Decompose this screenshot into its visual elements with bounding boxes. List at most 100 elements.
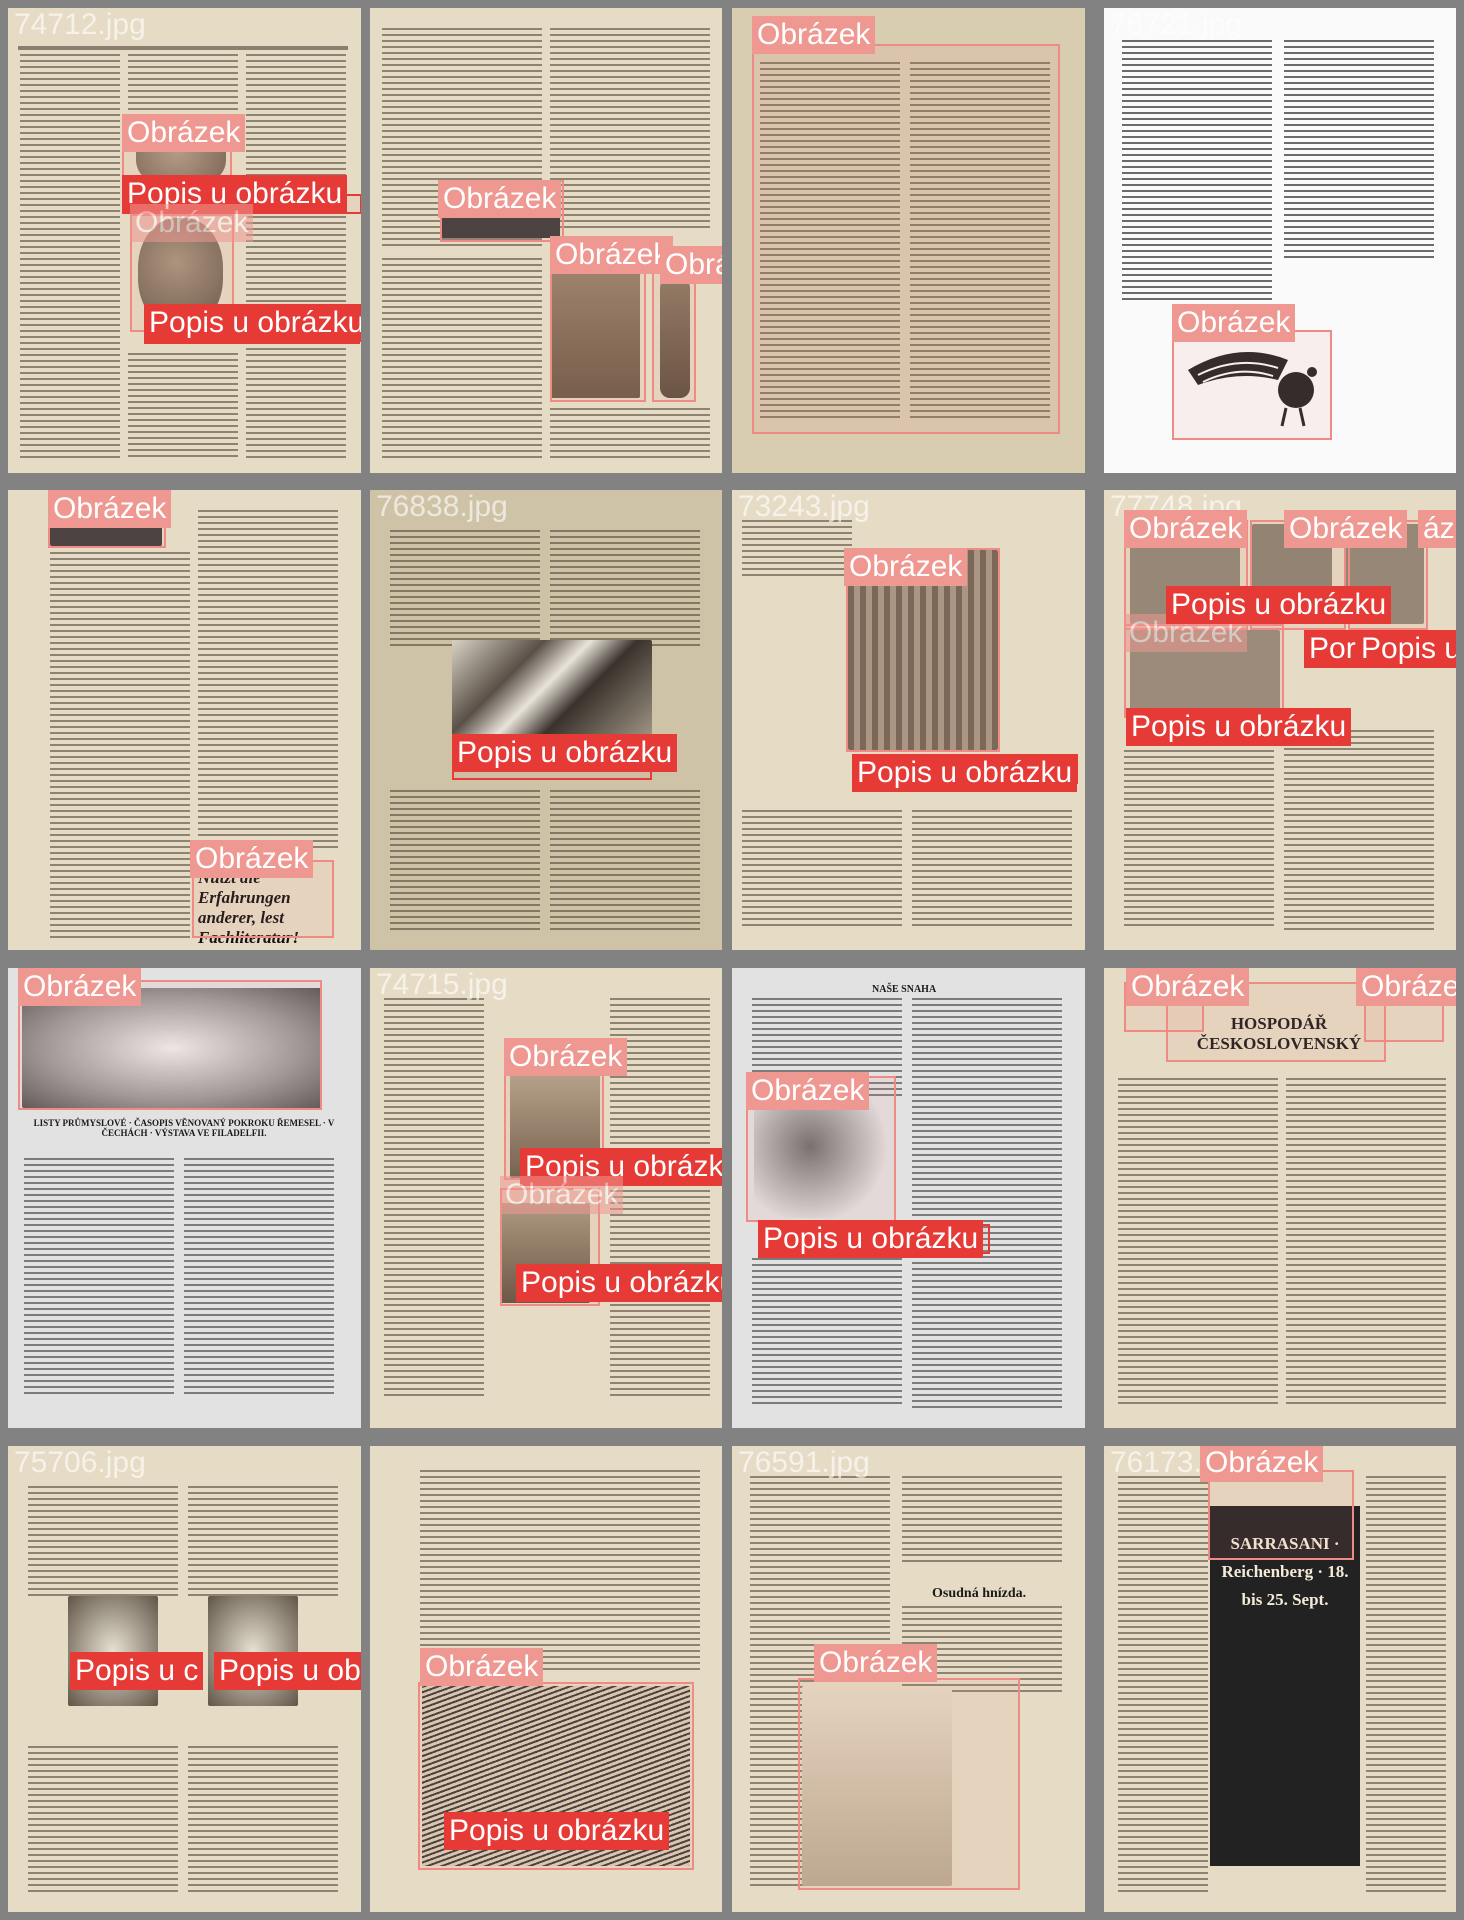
masthead-engraving: [22, 988, 322, 1108]
masthead-title: LISTY PRŮMYSLOVÉ · ČASOPIS VĚNOVANÝ POKR…: [33, 1118, 335, 1138]
plant-sketch: [754, 1098, 894, 1218]
circus-poster: [1210, 1506, 1360, 1866]
image-label: Obrázek: [1124, 510, 1248, 548]
text-column: [420, 1470, 700, 1670]
file-name: 73243.jpg: [738, 490, 870, 523]
thumbnail-tile[interactable]: HOSPODÁŘ ČESKOSLOVENSKÝ Obrázek Obrázek …: [1104, 968, 1456, 1428]
image-region-box: [798, 1678, 1020, 1890]
caption-label: Popis u obrázku: [516, 1264, 722, 1302]
thumbnail-tile[interactable]: 73243.jpg Obrázek Popis u obrázku: [732, 490, 1085, 950]
image-label: Obrázek: [1200, 1446, 1324, 1482]
caption-label: Popis u obrázku: [144, 304, 361, 342]
article-title: Osudná hnízda.: [932, 1586, 1027, 1601]
text-column: [28, 1486, 178, 1596]
text-column: [1122, 40, 1272, 300]
image-label: Obrázek: [500, 1176, 624, 1214]
image-label: Obrázek: [1284, 510, 1408, 548]
caption-label: Popis u obrázku: [214, 1652, 361, 1690]
text-column: [1118, 1476, 1208, 1896]
caption-label: Popis u obrázku: [1126, 708, 1352, 746]
masthead-title: HOSPODÁŘ ČESKOSLOVENSKÝ: [1196, 1014, 1362, 1053]
image-region-box: [1208, 1470, 1354, 1560]
image-label: Obrázek: [660, 246, 722, 284]
thumbnail-tile[interactable]: NAŠE SNAHA Obrázek Popis u obrázku: [732, 968, 1085, 1428]
masthead-strip: [50, 524, 162, 546]
image-label: Obrázek: [844, 548, 968, 586]
image-label: Obrázek: [752, 16, 876, 54]
text-column: [550, 28, 710, 228]
text-column: [198, 510, 338, 850]
text-column: [50, 552, 190, 942]
image-region-box: [1166, 982, 1386, 1062]
thumbnail-tile[interactable]: Obrázek Obrázek Obrázek: [370, 8, 722, 473]
image-label: Obrázek: [48, 490, 172, 528]
image-region-box: [1172, 330, 1332, 440]
image-label: Obrázek: [190, 840, 314, 878]
text-column: [1366, 1476, 1446, 1896]
image-label: Obrázek: [550, 236, 674, 274]
caption-label: Popis u obrázku: [1166, 586, 1392, 624]
image-label: Obrázek: [420, 1648, 544, 1686]
file-name: 76721.jpg: [1110, 8, 1242, 41]
text-column: [550, 408, 710, 458]
text-column: [184, 1158, 334, 1398]
text-column: [188, 1486, 338, 1596]
text-column: [20, 54, 120, 459]
text-column: [912, 998, 1062, 1408]
text-column: [28, 1746, 178, 1896]
image-label: Obrázek: [438, 180, 562, 218]
file-name: 74712.jpg: [14, 8, 146, 41]
text-column: [390, 790, 540, 930]
page-header-title: NAŠE SNAHA: [872, 984, 937, 995]
thumbnail-tile[interactable]: Obrázek: [732, 8, 1085, 473]
file-name: 76838.jpg: [376, 490, 508, 523]
text-column: [188, 1746, 338, 1896]
image-label: Obrázek: [1172, 304, 1296, 342]
file-name: 75706.jpg: [14, 1446, 146, 1479]
caption-label: Popis u obrázku: [758, 1220, 984, 1258]
text-column: [742, 810, 902, 930]
thumbnail-tile[interactable]: 76721.jpg Obrázek: [1104, 8, 1456, 473]
text-column: [1284, 40, 1434, 260]
thumbnail-tile[interactable]: 76173.jpg SARRASANI · Reichenberg · 18. …: [1104, 1446, 1456, 1912]
image-label: Obrázek: [1126, 968, 1250, 1006]
thumbnail-tile[interactable]: 74712.jpg Obrázek Popis u obrázku Obráze…: [8, 8, 361, 473]
text-column: [550, 530, 700, 650]
text-column: [1118, 1078, 1278, 1408]
thumbnail-tile[interactable]: 74715.jpg Obrázek Popis u obrázku Obráze…: [370, 968, 722, 1428]
caption-label: Popis u obrázku: [452, 734, 678, 772]
text-column: [1284, 730, 1434, 930]
text-column: [550, 790, 700, 930]
image-label: áze: [1418, 510, 1456, 548]
image-label: Obráze: [1356, 968, 1456, 1006]
peacock-illustration: [1188, 352, 1317, 427]
image-label: Obrázek: [18, 968, 142, 1006]
text-column: [24, 1158, 174, 1398]
thumbnail-tile[interactable]: 75706.jpg Popis u c Popis u obrázku: [8, 1446, 361, 1912]
text-column: [1286, 1078, 1446, 1408]
file-name: 76591.jpg: [738, 1446, 870, 1479]
standing-figure-photo: [660, 278, 690, 398]
thumbnail-tile[interactable]: 77748.jpg Obrázek Obrázek áze Obrázek Po…: [1104, 490, 1456, 950]
thumbnail-tile[interactable]: 76591.jpg Osudná hnízda. Obrázek: [732, 1446, 1085, 1912]
thumbnail-tile[interactable]: Nützt die Erfahrungen anderer, lest Fach…: [8, 490, 361, 950]
image-label: Obrázek: [122, 114, 246, 152]
text-column: [384, 998, 484, 1398]
text-column: [382, 258, 542, 458]
thumbnail-tile[interactable]: Obrázek Popis u obrázku: [370, 1446, 722, 1912]
caption-label: Popis u c: [70, 1652, 204, 1690]
image-label: Obrázek: [746, 1072, 870, 1110]
image-label: Obrázek: [504, 1038, 628, 1076]
page-header-rule: [18, 46, 348, 50]
caption-label: Popis u obrázku: [852, 754, 1078, 792]
image-label: Obrázek: [130, 204, 254, 242]
thumbnail-tile[interactable]: 76838.jpg Popis u obrázku: [370, 490, 722, 950]
figures-illustration: [802, 1686, 952, 1886]
caption-label: Popis u obrázku: [444, 1812, 670, 1850]
thumbnail-tile[interactable]: LISTY PRŮMYSLOVÉ · ČASOPIS VĚNOVANÝ POKR…: [8, 968, 361, 1428]
text-column: [1124, 750, 1274, 930]
text-column: [912, 810, 1072, 930]
text-column: [128, 54, 238, 114]
text-column: [902, 1476, 1062, 1566]
text-column: [910, 62, 1050, 422]
